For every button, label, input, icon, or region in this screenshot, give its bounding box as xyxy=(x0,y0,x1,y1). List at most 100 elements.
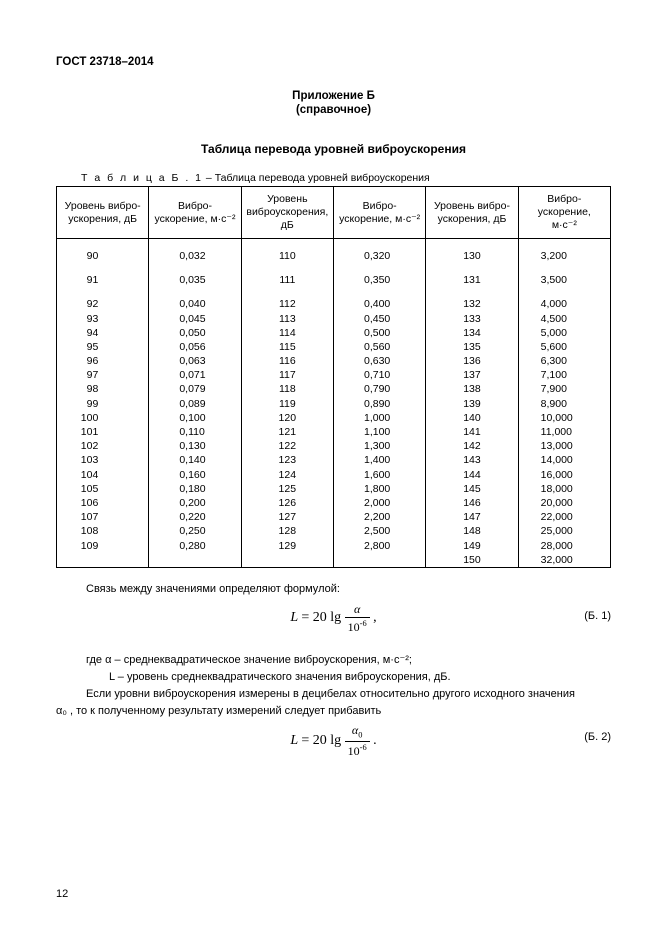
table-cell: 142 xyxy=(426,439,518,453)
table-cell: 95 xyxy=(57,340,149,354)
table-cell: 16,000 xyxy=(518,468,610,482)
table-row: 1010,1101211,10014111,000 xyxy=(57,425,611,439)
table-cell: 32,000 xyxy=(518,553,610,568)
table-cell: 0,079 xyxy=(149,382,241,396)
table-row: 900,0321100,3201303,200 xyxy=(57,249,611,263)
table-cell: 97 xyxy=(57,368,149,382)
table-cell: 20,000 xyxy=(518,496,610,510)
table-cell: 94 xyxy=(57,326,149,340)
table-cell: 108 xyxy=(57,524,149,538)
table-cell: 0,045 xyxy=(149,311,241,325)
table-cell: 1,400 xyxy=(333,453,425,467)
table-cell: 101 xyxy=(57,425,149,439)
paragraph: L – уровень среднеквадратического значен… xyxy=(56,670,611,685)
table-cell: 126 xyxy=(241,496,333,510)
table-cell: 129 xyxy=(241,538,333,552)
table-cell: 121 xyxy=(241,425,333,439)
table-cell: 104 xyxy=(57,468,149,482)
table-cell: 0,130 xyxy=(149,439,241,453)
table-row: 1040,1601241,60014416,000 xyxy=(57,468,611,482)
table-cell: 90 xyxy=(57,249,149,263)
table-cell: 2,500 xyxy=(333,524,425,538)
table-cell: 132 xyxy=(426,297,518,311)
table-cell: 127 xyxy=(241,510,333,524)
table-cell: 130 xyxy=(426,249,518,263)
paragraph: Связь между значениями определяют формул… xyxy=(56,582,611,597)
table-header: Вибро-ускорение, м·с⁻² xyxy=(149,187,241,239)
paragraph: Если уровни виброускорения измерены в де… xyxy=(56,687,611,702)
appendix-title: Приложение Б xyxy=(56,90,611,102)
equation-number: (Б. 1) xyxy=(584,609,611,624)
table-caption-code: Т а б л и ц а Б . 1 xyxy=(81,172,203,184)
table-cell: 138 xyxy=(426,382,518,396)
table-cell: 141 xyxy=(426,425,518,439)
table-row: 15032,000 xyxy=(57,553,611,568)
table-cell: 143 xyxy=(426,453,518,467)
table-header: Вибро-ускорение, м·с⁻² xyxy=(333,187,425,239)
table-cell: 91 xyxy=(57,273,149,287)
table-cell: 10,000 xyxy=(518,411,610,425)
table-cell: 107 xyxy=(57,510,149,524)
table-cell: 7,900 xyxy=(518,382,610,396)
table-cell: 13,000 xyxy=(518,439,610,453)
table-cell: 0,100 xyxy=(149,411,241,425)
table-cell: 0,050 xyxy=(149,326,241,340)
table-cell: 140 xyxy=(426,411,518,425)
table-cell: 0,035 xyxy=(149,273,241,287)
table-row: 960,0631160,6301366,300 xyxy=(57,354,611,368)
table-cell: 116 xyxy=(241,354,333,368)
table-cell: 0,110 xyxy=(149,425,241,439)
table-header: Уровень вибро-ускорения, дБ xyxy=(426,187,518,239)
table-cell: 28,000 xyxy=(518,538,610,552)
paragraph: α₀ , то к полученному результату измерен… xyxy=(56,704,611,719)
table-cell: 135 xyxy=(426,340,518,354)
table-cell: 0,890 xyxy=(333,397,425,411)
table-row: 990,0891190,8901398,900 xyxy=(57,397,611,411)
table-cell: 106 xyxy=(57,496,149,510)
table-cell xyxy=(333,553,425,568)
table-cell xyxy=(241,553,333,568)
table-cell: 114 xyxy=(241,326,333,340)
table-cell: 0,450 xyxy=(333,311,425,325)
formula-1: L = 20 lg α10-6 , (Б. 1) xyxy=(56,601,611,635)
table-cell: 113 xyxy=(241,311,333,325)
table-cell: 112 xyxy=(241,297,333,311)
table-cell: 147 xyxy=(426,510,518,524)
table-row: 1020,1301221,30014213,000 xyxy=(57,439,611,453)
appendix-subtitle: (справочное) xyxy=(56,104,611,116)
table-cell: 100 xyxy=(57,411,149,425)
table-cell: 99 xyxy=(57,397,149,411)
table-row: 940,0501140,5001345,000 xyxy=(57,326,611,340)
table-row: 920,0401120,4001324,000 xyxy=(57,297,611,311)
table-cell: 1,600 xyxy=(333,468,425,482)
table-cell: 4,500 xyxy=(518,311,610,325)
table-cell: 139 xyxy=(426,397,518,411)
table-cell: 1,100 xyxy=(333,425,425,439)
table-cell: 5,000 xyxy=(518,326,610,340)
table-cell: 0,032 xyxy=(149,249,241,263)
table-cell: 125 xyxy=(241,482,333,496)
table-cell: 105 xyxy=(57,482,149,496)
table-row: 950,0561150,5601355,600 xyxy=(57,340,611,354)
table-cell: 2,000 xyxy=(333,496,425,510)
table-cell: 14,000 xyxy=(518,453,610,467)
table-row: 1030,1401231,40014314,000 xyxy=(57,453,611,467)
table-cell: 120 xyxy=(241,411,333,425)
table-header: Уровеньвиброускорения,дБ xyxy=(241,187,333,239)
table-cell xyxy=(57,553,149,568)
table-cell: 123 xyxy=(241,453,333,467)
table-row: 1090,2801292,80014928,000 xyxy=(57,538,611,552)
table-cell: 0,500 xyxy=(333,326,425,340)
table-cell: 150 xyxy=(426,553,518,568)
table-cell: 148 xyxy=(426,524,518,538)
page-number: 12 xyxy=(56,888,68,900)
table-row: 1050,1801251,80014518,000 xyxy=(57,482,611,496)
table-cell: 118 xyxy=(241,382,333,396)
table-cell: 0,350 xyxy=(333,273,425,287)
table-cell: 0,250 xyxy=(149,524,241,538)
table-cell xyxy=(149,553,241,568)
table-cell: 0,710 xyxy=(333,368,425,382)
table-cell: 7,100 xyxy=(518,368,610,382)
table-cell: 0,089 xyxy=(149,397,241,411)
table-row: 1070,2201272,20014722,000 xyxy=(57,510,611,524)
